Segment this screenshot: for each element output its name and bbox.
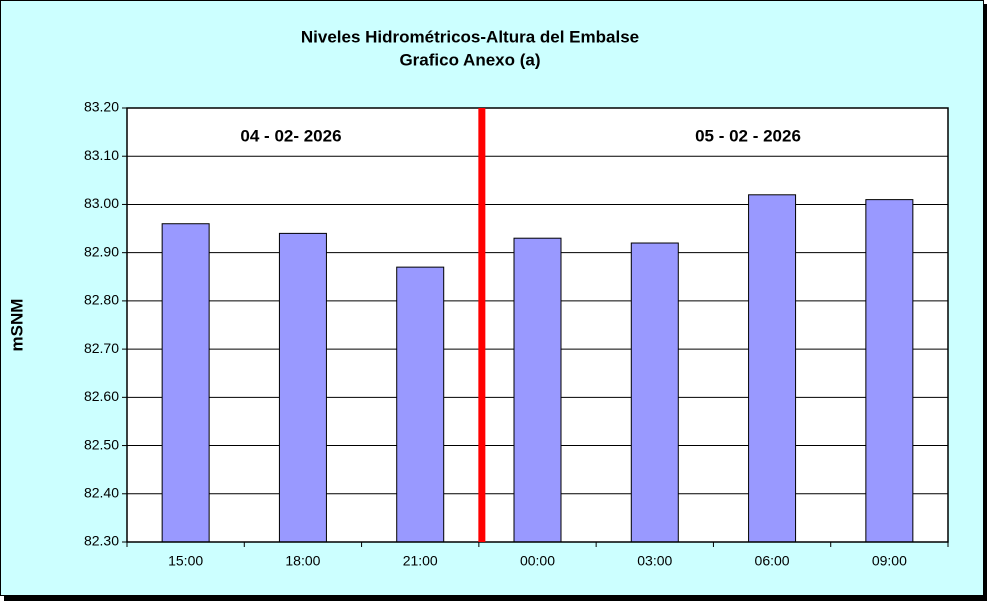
y-tick-label: 82.80 [84,292,119,308]
bar [513,237,562,543]
y-tick-label: 83.00 [84,195,119,211]
y-tick-label: 82.70 [84,340,119,356]
y-tick-label: 82.40 [84,484,119,500]
chart-subtitle: Grafico Anexo (a) [399,50,540,69]
bar [161,223,210,543]
y-tick-label: 82.90 [84,243,119,259]
bar [865,199,914,543]
y-tick-label: 82.50 [84,436,119,452]
y-tick-label: 83.20 [84,99,119,115]
bar [396,266,445,543]
y-tick-label: 83.10 [84,147,119,163]
x-tick-label: 06:00 [755,553,790,569]
bar [278,232,327,543]
y-axis-label: mSNM [7,299,26,352]
y-tick-label: 82.30 [84,533,119,549]
x-tick-label: 09:00 [872,553,907,569]
x-tick-label: 21:00 [403,553,438,569]
annotation: 04 - 02- 2026 [240,126,341,145]
y-tick-label: 82.60 [84,388,119,404]
annotation: 05 - 02 - 2026 [695,126,801,145]
bar [748,194,797,543]
chart-title: Niveles Hidrométricos-Altura del Embalse [301,27,639,46]
x-tick-label: 00:00 [520,553,555,569]
x-tick-label: 18:00 [285,553,320,569]
bar [630,242,679,543]
x-tick-label: 03:00 [637,553,672,569]
x-tick-label: 15:00 [168,553,203,569]
plot-border [126,107,949,543]
